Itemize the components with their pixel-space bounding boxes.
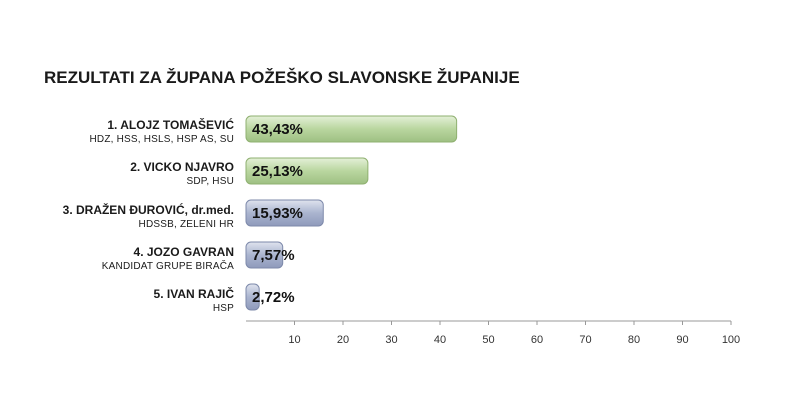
x-tick-label-90: 90: [676, 334, 688, 346]
x-tick-label-100: 100: [722, 334, 740, 346]
x-tick-label-80: 80: [628, 334, 640, 346]
candidate-party: SDP, HSU: [186, 176, 234, 187]
value-label-1: 43,43%: [252, 121, 303, 138]
value-label-5: 2,72%: [252, 289, 295, 306]
value-label-2: 25,13%: [252, 163, 303, 180]
candidate-party: HDZ, HSS, HSLS, HSP AS, SU: [89, 134, 234, 145]
x-tick-label-40: 40: [434, 334, 446, 346]
x-tick-label-70: 70: [579, 334, 591, 346]
x-tick-label-20: 20: [337, 334, 349, 346]
candidate-name: 2. VICKO NJAVRO: [130, 160, 234, 174]
bar-3: [245, 199, 324, 227]
candidate-label-2: 2. VICKO NJAVRO SDP, HSU: [130, 160, 234, 188]
x-tick-label-50: 50: [482, 334, 494, 346]
bar-1: [245, 115, 458, 143]
x-tick-label-30: 30: [385, 334, 397, 346]
candidate-label-3: 3. DRAŽEN ĐUROVIĆ, dr.med. HDSSB, ZELENI…: [63, 203, 234, 231]
candidate-label-5: 5. IVAN RAJIČ HSP: [154, 287, 234, 315]
candidate-name: 1. ALOJZ TOMAŠEVIĆ: [107, 118, 234, 132]
bar-4: [245, 241, 284, 269]
candidate-label-4: 4. JOZO GAVRAN KANDIDAT GRUPE BIRAČA: [102, 245, 234, 273]
candidate-name: 5. IVAN RAJIČ: [153, 287, 234, 301]
candidate-label-1: 1. ALOJZ TOMAŠEVIĆ HDZ, HSS, HSLS, HSP A…: [89, 118, 234, 146]
candidate-party: HDSSB, ZELENI HR: [138, 219, 234, 230]
value-label-3: 15,93%: [252, 205, 303, 222]
chart-title: REZULTATI ZA ŽUPANA POŽEŠKO SLAVONSKE ŽU…: [44, 68, 520, 87]
candidate-party: KANDIDAT GRUPE BIRAČA: [101, 261, 234, 272]
candidate-name: 4. JOZO GAVRAN: [133, 245, 234, 259]
candidate-party: HSP: [212, 303, 234, 314]
value-label-4: 7,57%: [252, 247, 295, 264]
bar-2: [245, 157, 369, 185]
x-tick-label-10: 10: [288, 334, 300, 346]
x-tick-label-60: 60: [531, 334, 543, 346]
candidate-name: 3. DRAŽEN ĐUROVIĆ, dr.med.: [62, 203, 234, 217]
bar-5: [245, 283, 260, 311]
